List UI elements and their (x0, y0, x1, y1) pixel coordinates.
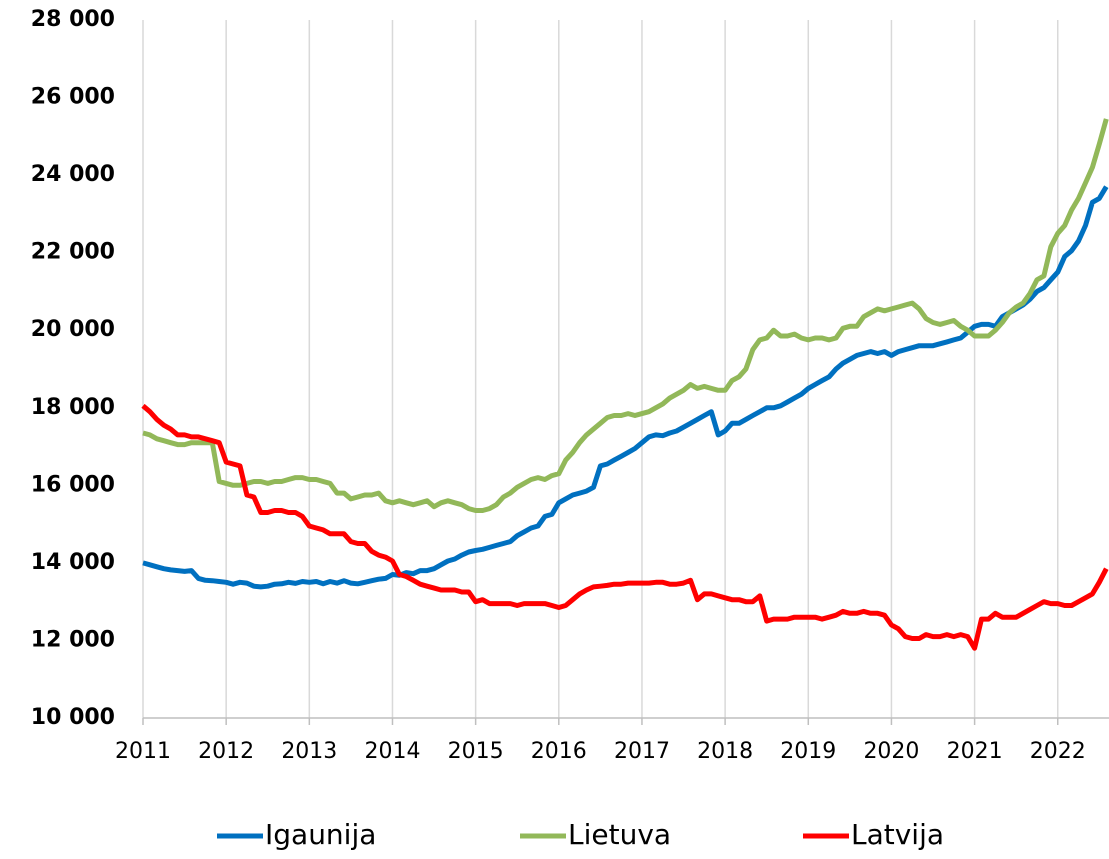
y-tick-label: 20 000 (31, 317, 115, 342)
x-tick-label: 2013 (281, 739, 337, 764)
y-tick-label: 28 000 (31, 7, 115, 32)
series-line (142, 185, 1109, 590)
y-tick-label: 10 000 (31, 705, 115, 730)
legend-label: Lietuva (568, 818, 671, 851)
y-tick-label: 18 000 (31, 395, 115, 420)
x-tick-label: 2014 (364, 739, 420, 764)
x-tick-label: 2022 (1030, 739, 1086, 764)
x-tick-label: 2011 (115, 739, 171, 764)
legend-label: Latvija (851, 818, 944, 851)
y-tick-label: 22 000 (31, 240, 115, 265)
x-tick-label: 2019 (780, 739, 836, 764)
x-tick-label: 2020 (863, 739, 919, 764)
y-tick-label: 16 000 (31, 472, 115, 497)
y-tick-label: 26 000 (31, 85, 115, 110)
x-tick-label: 2018 (697, 739, 753, 764)
y-tick-label: 24 000 (31, 162, 115, 187)
series-line (142, 118, 1109, 513)
series-line (141, 403, 1109, 651)
x-tick-label: 2021 (947, 739, 1003, 764)
x-tick-label: 2016 (531, 739, 587, 764)
x-tick-label: 2012 (198, 739, 254, 764)
y-tick-label: 14 000 (31, 550, 115, 575)
y-tick-label: 12 000 (31, 627, 115, 652)
x-tick-label: 2017 (614, 739, 670, 764)
x-tick-label: 2015 (448, 739, 504, 764)
legend-label: Igaunija (265, 818, 376, 851)
